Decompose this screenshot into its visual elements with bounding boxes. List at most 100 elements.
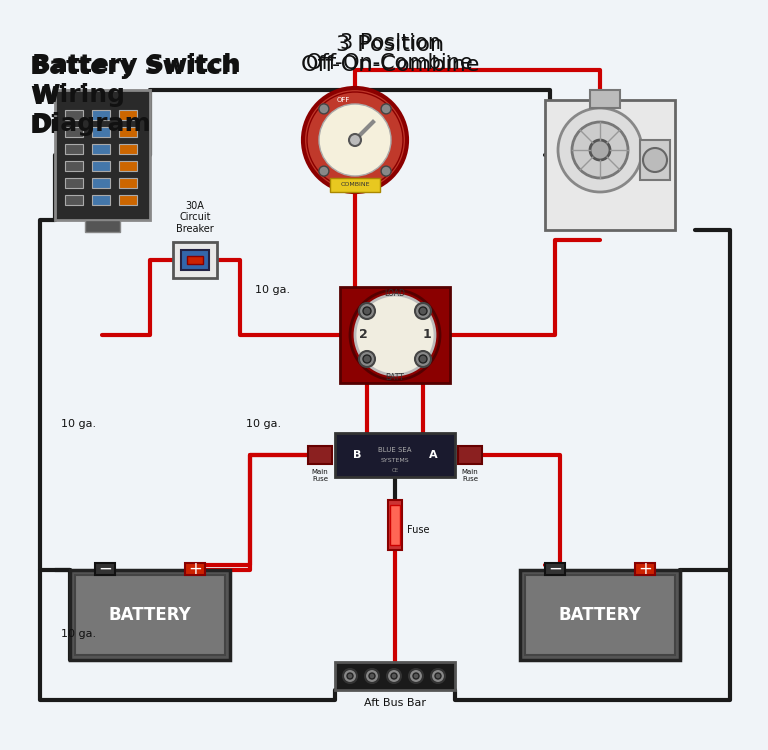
Circle shape [349,134,361,146]
Text: 10 ga.: 10 ga. [246,419,281,429]
Circle shape [643,148,667,172]
Circle shape [381,104,391,114]
Bar [55,90,150,220]
Text: 10 ga.: 10 ga. [255,285,290,295]
Circle shape [435,673,441,679]
Circle shape [359,351,375,367]
Bar [520,570,680,660]
Bar [92,127,110,137]
Circle shape [415,303,431,319]
Circle shape [415,351,431,367]
Bar [85,220,120,232]
Bar [525,575,675,655]
Text: Main
Fuse: Main Fuse [462,469,478,482]
Text: 10 ga.: 10 ga. [61,628,97,639]
Text: B: B [353,450,361,460]
Bar [119,127,137,137]
Text: Fuse: Fuse [407,525,429,535]
Bar [590,90,620,108]
Text: Battery Switch
Wiring
Diagram: Battery Switch Wiring Diagram [30,55,239,139]
Bar [335,662,455,690]
Text: Off-On-Combine: Off-On-Combine [306,53,474,73]
Circle shape [307,92,403,188]
Bar [330,178,380,192]
Bar [70,570,230,660]
Text: Off-On-Combine: Off-On-Combine [300,55,480,75]
Bar [340,287,450,383]
Text: COMBINE: COMBINE [340,182,369,188]
Circle shape [350,290,440,380]
Circle shape [391,673,397,679]
Circle shape [363,355,371,363]
Circle shape [365,669,379,683]
Text: BATTERY: BATTERY [108,606,191,624]
Text: BATT: BATT [386,373,405,382]
Text: BLUE SEA: BLUE SEA [379,447,412,453]
Bar [65,144,83,154]
Bar [75,575,225,655]
Circle shape [319,166,329,176]
Text: −: − [548,560,562,578]
Bar [119,144,137,154]
Bar [92,178,110,188]
Text: +: + [188,560,202,578]
Bar [95,563,115,575]
Circle shape [359,303,375,319]
Text: LOAD: LOAD [385,289,406,298]
Bar [388,500,402,550]
Text: −: − [98,560,112,578]
Circle shape [355,295,435,375]
Circle shape [347,673,353,679]
Text: A: A [429,450,437,460]
Bar [181,250,209,270]
Bar [308,446,332,464]
Circle shape [319,104,329,114]
Text: 1: 1 [422,328,432,341]
Bar [640,140,670,180]
Bar [545,563,565,575]
Text: 2: 2 [359,328,367,341]
Text: Aft Bus Bar: Aft Bus Bar [364,698,426,708]
Bar [119,110,137,120]
Circle shape [387,669,401,683]
Circle shape [590,140,610,160]
Bar [65,195,83,205]
Text: CE: CE [392,467,399,472]
Bar [119,195,137,205]
Bar [65,127,83,137]
Bar [119,161,137,171]
Circle shape [419,355,427,363]
Bar [92,144,110,154]
Circle shape [409,669,423,683]
Bar [119,178,137,188]
Bar [92,161,110,171]
Bar [390,505,400,545]
Bar [635,563,655,575]
Text: 10 ga.: 10 ga. [61,419,97,429]
Text: 30A
Circuit
Breaker: 30A Circuit Breaker [176,201,214,234]
Bar [545,100,675,230]
Bar [65,161,83,171]
Circle shape [369,673,375,679]
Bar [65,178,83,188]
Circle shape [381,166,391,176]
Text: OFF: OFF [336,97,349,103]
Bar [458,446,482,464]
Bar [173,242,217,278]
Circle shape [413,673,419,679]
Circle shape [319,104,391,176]
Text: Battery Switch
Wiring
Diagram: Battery Switch Wiring Diagram [32,53,241,136]
Text: Main
Fuse: Main Fuse [312,469,329,482]
Circle shape [303,88,407,192]
Circle shape [343,669,357,683]
Bar [92,195,110,205]
Bar [92,110,110,120]
Circle shape [419,307,427,315]
Bar [335,433,455,477]
Text: +: + [638,560,652,578]
Circle shape [572,122,628,178]
Text: 3 Position: 3 Position [339,33,441,53]
Bar [65,110,83,120]
Text: SYSTEMS: SYSTEMS [381,458,409,463]
Circle shape [431,669,445,683]
